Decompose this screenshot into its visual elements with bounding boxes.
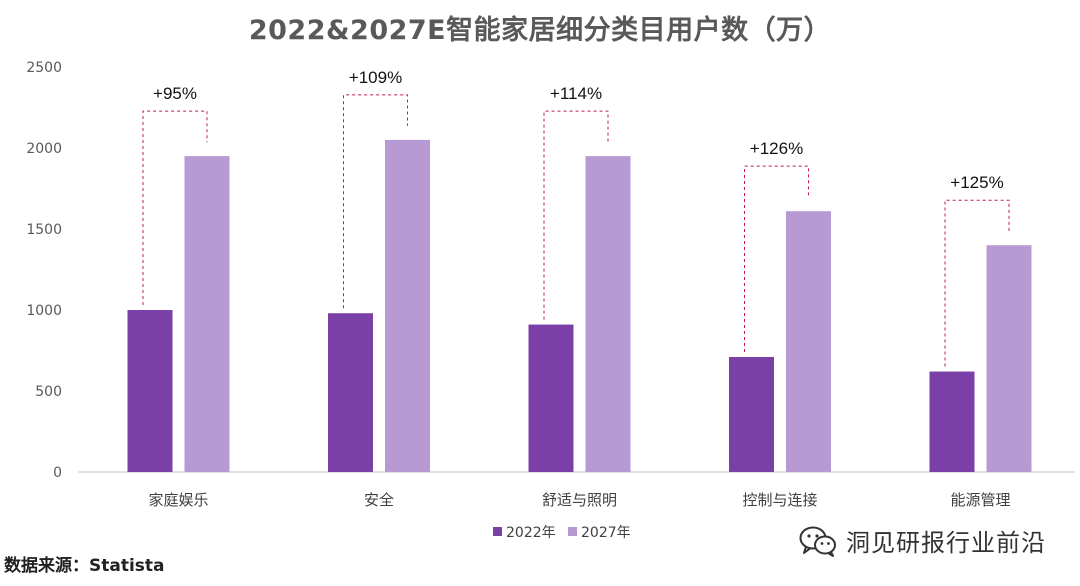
growth-label: +114% bbox=[550, 84, 602, 103]
growth-label: +95% bbox=[153, 84, 197, 103]
legend-swatch bbox=[568, 527, 577, 536]
watermark: 洞见研报行业前沿 bbox=[798, 523, 1046, 558]
y-tick-label: 500 bbox=[35, 384, 62, 400]
wechat-icon bbox=[798, 524, 838, 558]
growth-bracket bbox=[142, 110, 208, 305]
growth-bracket bbox=[744, 165, 809, 352]
growth-label: +109% bbox=[349, 68, 402, 87]
category-label: 安全 bbox=[364, 491, 394, 509]
bar-2027 bbox=[786, 211, 831, 472]
category-label: 控制与连接 bbox=[742, 491, 817, 509]
bar-2022 bbox=[929, 371, 975, 472]
bar-2022 bbox=[528, 324, 574, 472]
growth-label: +125% bbox=[950, 173, 1003, 192]
bar-2027 bbox=[385, 139, 430, 472]
y-tick-label: 1500 bbox=[26, 222, 62, 238]
growth-bracket bbox=[944, 199, 1010, 367]
legend-swatch bbox=[493, 527, 502, 536]
y-tick-label: 0 bbox=[53, 465, 62, 481]
legend-label: 2022年 bbox=[506, 525, 556, 541]
category-label: 家庭娱乐 bbox=[148, 491, 208, 509]
chart-title: 2022&2027E智能家居细分类目用户数（万） bbox=[248, 15, 832, 46]
y-tick-label: 1000 bbox=[26, 303, 62, 319]
watermark-text: 洞见研报行业前沿 bbox=[846, 529, 1046, 557]
bar-2027 bbox=[585, 156, 631, 472]
legend-label: 2027年 bbox=[581, 525, 631, 541]
category-label: 舒适与照明 bbox=[542, 491, 617, 509]
bar-2027 bbox=[184, 156, 230, 472]
growth-label: +126% bbox=[750, 139, 803, 158]
y-tick-label: 2500 bbox=[26, 60, 62, 76]
bar-2022 bbox=[127, 310, 173, 472]
bar-2022 bbox=[328, 313, 373, 472]
growth-bracket bbox=[543, 110, 609, 320]
y-tick-label: 2000 bbox=[26, 141, 62, 157]
bar-2027 bbox=[986, 245, 1032, 472]
source-text: 数据来源：Statista bbox=[4, 556, 165, 576]
bar-2022 bbox=[729, 356, 774, 472]
category-label: 能源管理 bbox=[950, 491, 1010, 509]
